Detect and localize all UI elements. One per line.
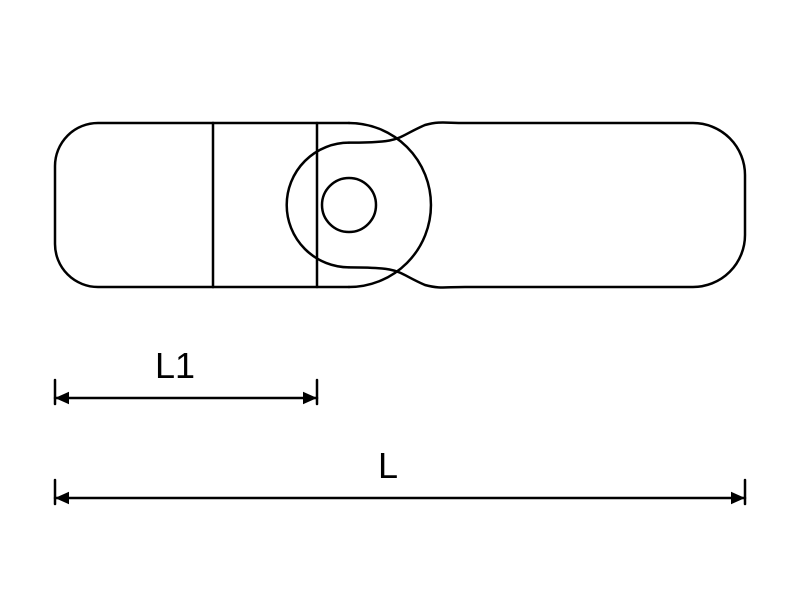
L-label: L [378, 445, 398, 486]
L-arrow-right [731, 492, 745, 505]
technical-drawing: L1 L [0, 0, 800, 600]
L1-arrow-right [303, 392, 317, 405]
pivot-pin [322, 178, 376, 232]
left-body-outline [55, 123, 213, 287]
L-arrow-left [55, 492, 69, 505]
yoke-round-end [349, 123, 431, 287]
L1-arrow-left [55, 392, 69, 405]
L1-label: L1 [155, 345, 195, 386]
